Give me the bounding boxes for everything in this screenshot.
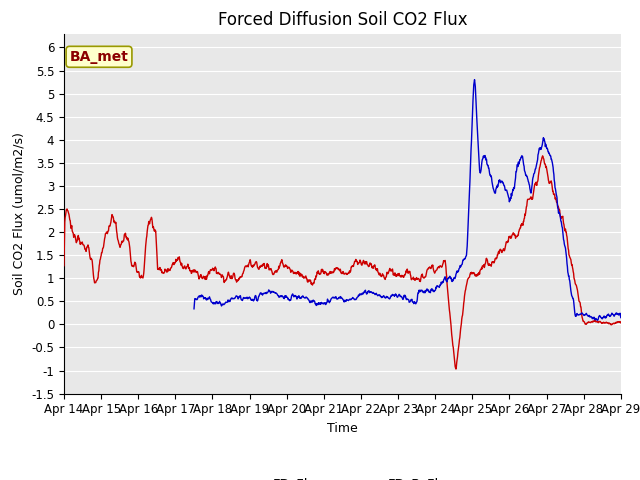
FD_Flux — [502, 241, 509, 247]
FD_B_Flux — [502, 188, 509, 193]
FD_Flux — [617, 320, 625, 326]
Line: FD_Flux: FD_Flux — [64, 156, 621, 369]
FD_Flux — [60, 263, 68, 269]
FD_Flux — [170, 260, 178, 266]
Title: Forced Diffusion Soil CO2 Flux: Forced Diffusion Soil CO2 Flux — [218, 11, 467, 29]
FD_Flux — [539, 153, 547, 159]
FD_B_Flux — [429, 288, 436, 294]
FD_Flux — [552, 196, 559, 202]
FD_Flux — [429, 262, 436, 268]
X-axis label: Time: Time — [327, 422, 358, 435]
Text: BA_met: BA_met — [70, 50, 129, 64]
FD_B_Flux — [617, 315, 625, 321]
FD_Flux — [452, 366, 460, 372]
Line: FD_B_Flux: FD_B_Flux — [194, 80, 621, 320]
Legend: FD_Flux, FD_B_Flux: FD_Flux, FD_B_Flux — [224, 471, 461, 480]
FD_B_Flux — [551, 180, 559, 185]
FD_Flux — [184, 261, 191, 267]
FD_B_Flux — [246, 295, 254, 300]
Y-axis label: Soil CO2 Flux (umol/m2/s): Soil CO2 Flux (umol/m2/s) — [13, 132, 26, 295]
FD_Flux — [246, 257, 254, 263]
